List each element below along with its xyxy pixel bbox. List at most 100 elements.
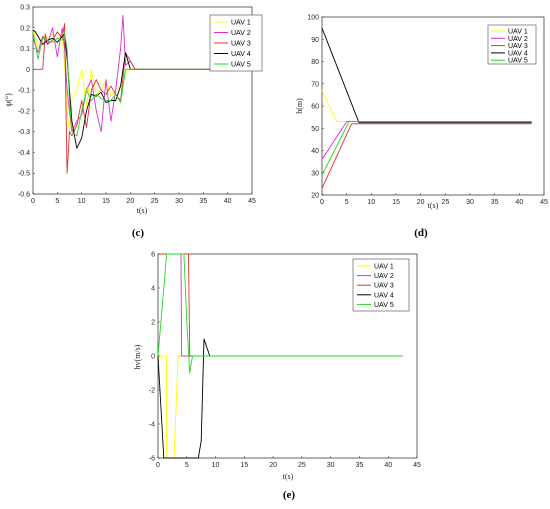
y-tick-label: -0.3 [18,129,30,136]
y-ticks: -0.6 -0.5 -0.4 -0.3 -0.2 -0.1 0 0.1 0.2 0.3 [18,5,35,199]
x-tick-label: 35 [356,462,364,469]
x-tick-label: 5 [185,462,189,469]
panel-caption: (c) [132,227,145,239]
y-tick-label: 90 [311,37,319,44]
panel-c: 0 5 10 15 20 25 30 35 40 45 -0.6-0.5-0.4-0.3-0.2-… [4,5,263,239]
x-tick-label: 15 [102,198,110,205]
x-tick-label: 10 [78,198,86,205]
y-tick-label: 100 [307,15,319,22]
legend-label: UAV 5 [374,302,394,309]
y-ticks: 20 30 40 50 60 70 80 90 100 [307,15,324,200]
legend-label: UAV 3 [374,283,394,290]
x-tick-label: 5 [55,198,59,205]
panel-caption: (d) [414,227,428,239]
y-tick-label: 2 [151,320,155,327]
x-tick-label: 20 [417,199,425,206]
y-tick-label: 20 [311,193,319,200]
x-tick-label: 0 [320,199,324,206]
x-tick-label: 30 [327,462,335,469]
x-ticks: 0 5 10 15 20 25 30 35 40 45 [320,193,548,206]
x-tick-label: 25 [151,198,159,205]
x-ticks: 0 5 10 15 20 25 30 35 40 45 [31,192,256,205]
y-tick-label: 0 [151,354,155,361]
y-tick-label: 0.2 [20,25,30,32]
series-line-uav-4 [32,29,240,149]
series-line-uav-5 [32,31,240,137]
legend-label: UAV 4 [374,292,394,299]
x-ticks: 0 5 10 15 20 25 30 35 40 45 [156,456,421,469]
y-tick-label: -0.4 [18,150,30,157]
y-tick-label: -2 [149,388,155,395]
x-tick-label: 10 [367,199,375,206]
legend-label: UAV 3 [508,43,528,50]
series-line-uav-5 [157,253,403,374]
legend-entries: UAV 1 UAV 2 UAV 3 UAV 4 UAV 5 [357,264,394,309]
x-tick-label: 45 [413,462,421,469]
x-tick-label: 45 [248,198,256,205]
legend-label: UAV 4 [231,51,251,58]
y-tick-label: -0.2 [18,108,30,115]
legend: UAV 1 UAV 2 UAV 3 UAV 4 UAV 5 [209,14,263,72]
y-tick-label: -4 [149,422,155,429]
x-tick-label: 35 [491,199,499,206]
x-tick-label: 15 [240,462,248,469]
x-tick-label: 10 [212,462,220,469]
legend-label: UAV 2 [374,273,394,280]
y-tick-label: -0.1 [18,88,30,95]
series-line-uav-2 [32,14,240,133]
x-tick-label: 5 [345,199,349,206]
x-axis-label: t(s) [137,206,148,215]
legend-label: UAV 2 [508,36,528,43]
y-tick-label: -0.6 [18,192,30,199]
series-line-uav-4 [321,27,532,124]
x-tick-label: 40 [515,199,523,206]
y-axis-label: h(m) [295,98,304,114]
x-tick-label: 25 [298,462,306,469]
series-layer [32,14,240,174]
legend: UAV 1 UAV 2 UAV 3 UAV 4 UAV 5 [352,258,410,312]
y-tick-label: -6 [149,456,155,463]
x-axis-label: t(s) [283,472,294,481]
y-tick-label: 30 [311,170,319,177]
y-tick-label: 60 [311,104,319,111]
y-ticks: -6 -4 -2 0 2 4 6 [149,252,160,463]
series-layer [157,253,403,459]
y-axis-label: hv(m/s) [133,344,142,369]
x-tick-label: 20 [269,462,277,469]
legend-label: UAV 3 [231,41,251,48]
y-tick-label: 80 [311,59,319,66]
legend-label: UAV 1 [508,29,528,36]
x-tick-label: 25 [441,199,449,206]
x-tick-label: 0 [31,198,35,205]
series-line-uav-3 [321,123,532,189]
panel-caption: (e) [283,489,296,501]
x-tick-label: 45 [540,199,548,206]
y-tick-label: 0.1 [20,46,30,53]
y-tick-label: 0.3 [20,5,30,12]
y-tick-label: 40 [311,148,319,155]
x-tick-label: 35 [199,198,207,205]
x-tick-label: 0 [156,462,160,469]
x-tick-label: 40 [224,198,232,205]
y-axis-label: ψ(°) [4,93,13,107]
y-tick-label: 70 [311,81,319,88]
y-tick-label: 4 [151,286,155,293]
x-tick-label: 20 [126,198,134,205]
panel-e: 0 5 10 15 20 25 30 35 40 45 -6 -4 -2 0 2 4 6 t(s) hv(m/… [133,252,421,502]
x-tick-label: 15 [392,199,400,206]
legend-label: UAV 5 [231,62,251,69]
panel-d: 0 5 10 15 20 25 30 35 40 45 20 30 40 50 60 70 80 90 100 t… [295,15,548,240]
legend-label: UAV 1 [231,20,251,27]
y-tick-label: 0 [26,67,30,74]
x-axis-label: t(s) [428,201,439,210]
x-tick-label: 40 [384,462,392,469]
x-tick-label: 30 [466,199,474,206]
series-layer [321,27,532,189]
legend-label: UAV 5 [508,58,528,65]
legend-label: UAV 1 [374,264,394,271]
y-tick-label: -0.5 [18,171,30,178]
y-tick-label: 6 [151,252,155,259]
